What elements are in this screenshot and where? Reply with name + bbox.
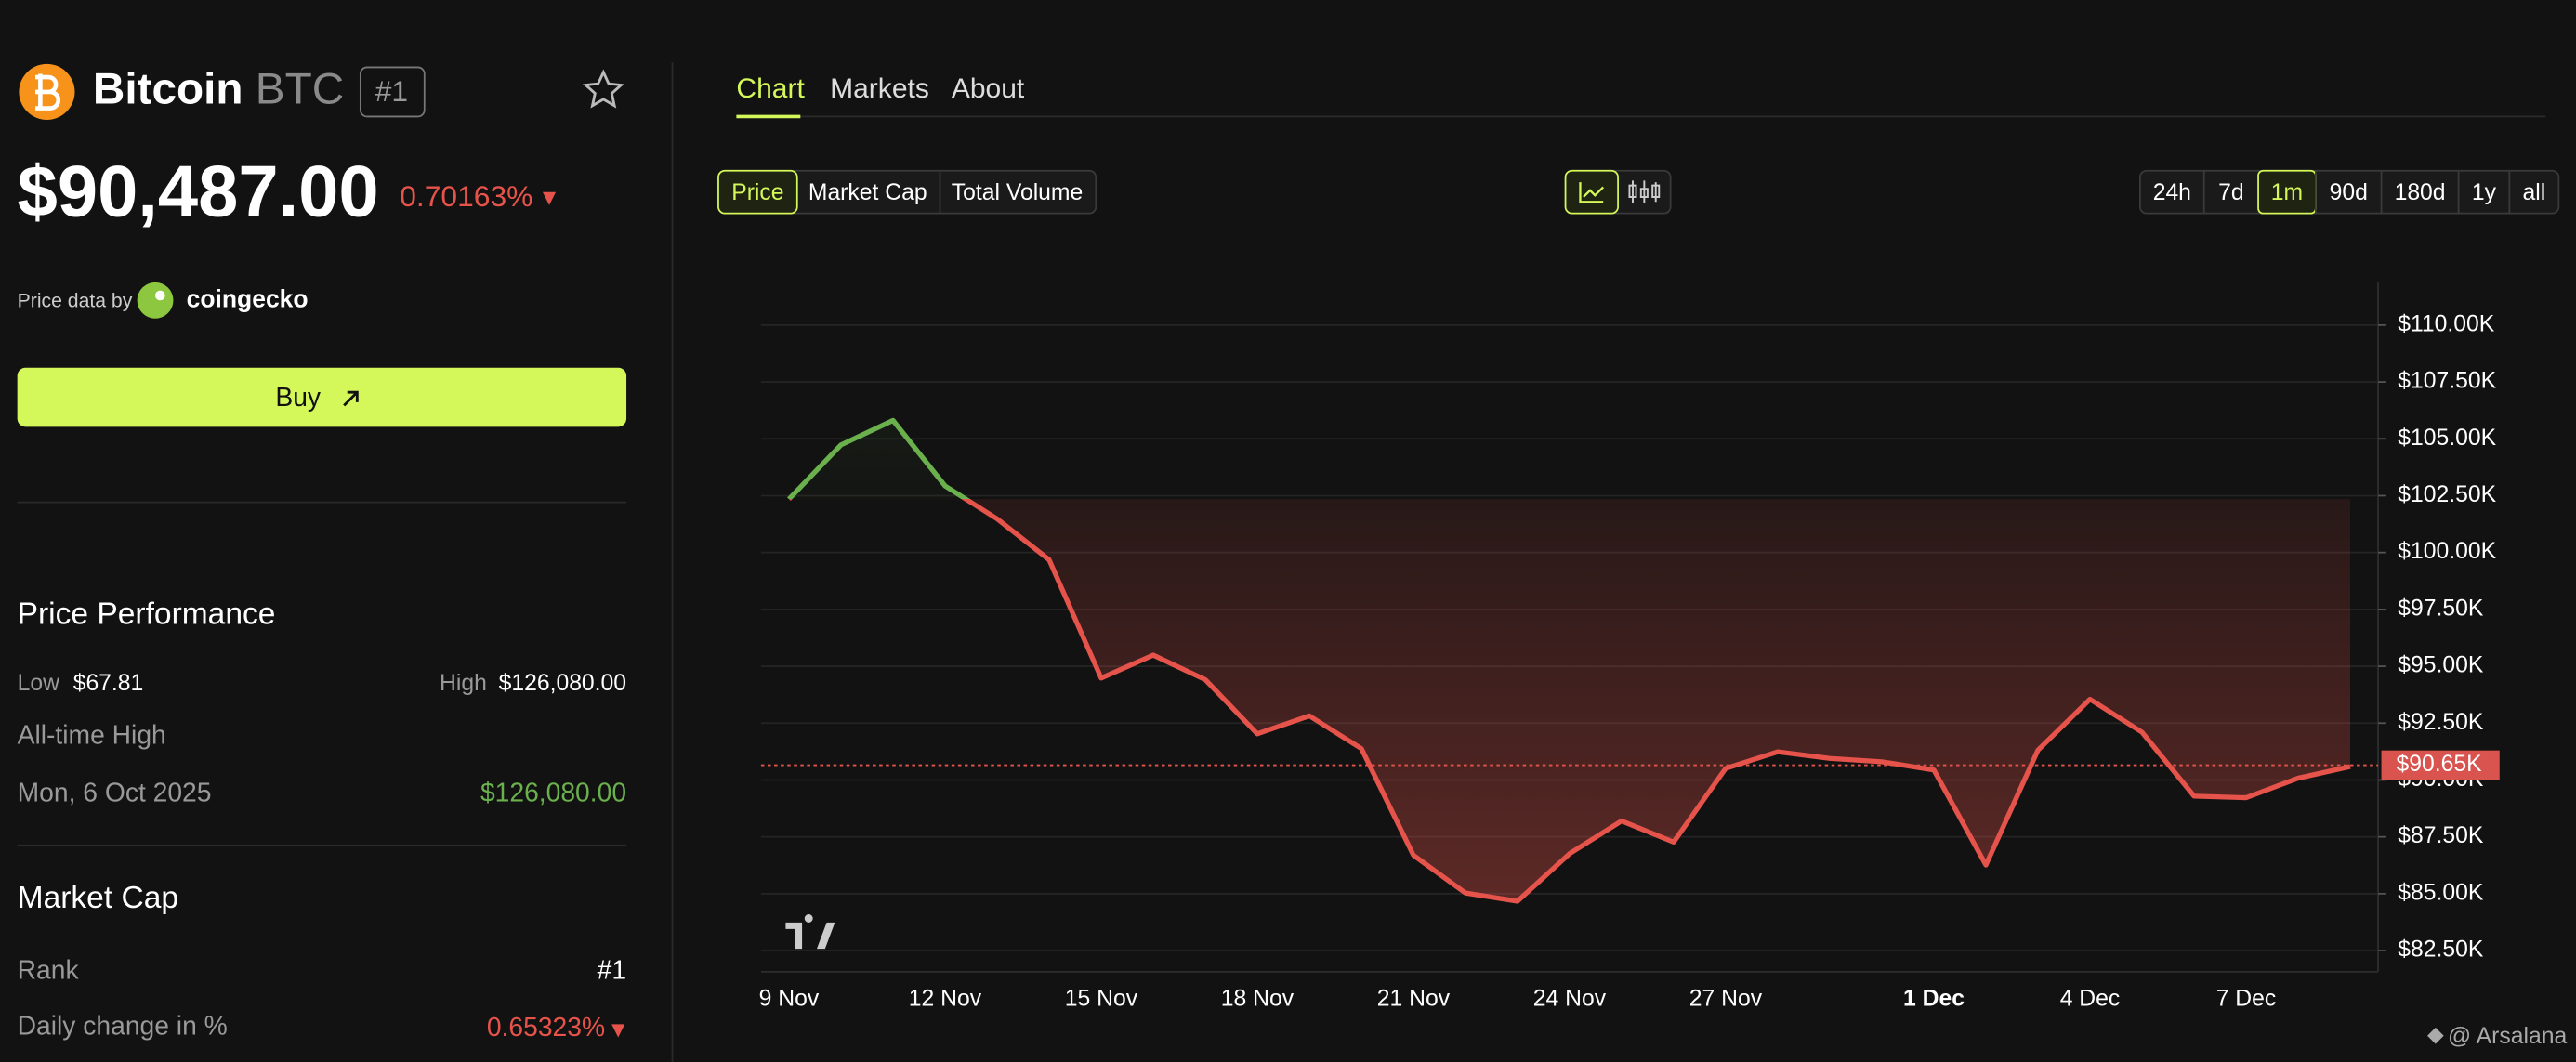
coingecko-logo	[137, 282, 174, 319]
price-area	[788, 420, 2350, 901]
range-button[interactable]: 1y	[2472, 180, 2497, 205]
tab[interactable]: About	[952, 73, 1025, 104]
y-tick-label: $95.00K	[2398, 653, 2484, 678]
price-line	[787, 417, 2351, 904]
buy-button[interactable]	[17, 367, 627, 427]
x-tick-label: 27 Nov	[1689, 986, 1763, 1011]
range-button[interactable]: 24h	[2153, 180, 2191, 205]
ath-value: $126,080.00	[480, 778, 626, 807]
x-tick-label: 18 Nov	[1221, 986, 1295, 1011]
source-prefix: Price data by	[18, 291, 133, 312]
y-tick-label: $105.00K	[2398, 426, 2496, 451]
source-name: coingecko	[187, 284, 309, 312]
daily-change-value: 0.65323%	[487, 1012, 605, 1042]
rank-badge	[359, 66, 426, 118]
ath-date: Mon, 6 Oct 2025	[18, 778, 212, 807]
x-tick-label: 1 Dec	[1903, 986, 1965, 1011]
coin-symbol: BTC	[256, 65, 344, 114]
x-tick-label: 15 Nov	[1065, 986, 1138, 1011]
y-tick-label: $92.50K	[2398, 710, 2484, 735]
price: $90,487.00	[18, 152, 379, 232]
range-group: 24h 7d 1m 90d 180d 1y all	[2138, 169, 2560, 215]
y-tick-label: $97.50K	[2398, 596, 2484, 621]
y-tick-label: $87.50K	[2398, 823, 2484, 848]
watermark: @ Arsalana	[2448, 1024, 2567, 1049]
y-tick-label: $82.50K	[2398, 937, 2484, 963]
chart: $82.50K$85.00K$87.50K$90.00K$92.50K$95.0…	[759, 282, 2500, 1011]
section-title: Market Cap	[18, 881, 178, 915]
daily-change-label: Daily change in %	[18, 1010, 228, 1040]
last-price-label: $90.65K	[2396, 752, 2482, 777]
coingecko-eye	[155, 290, 165, 301]
buy-button-text[interactable]: Buy	[275, 382, 322, 412]
metric-button-active[interactable]	[717, 169, 798, 215]
x-tick-label: 9 Nov	[759, 986, 820, 1011]
y-tick-label: $110.00K	[2398, 311, 2495, 336]
range-button[interactable]: 180d	[2395, 180, 2446, 205]
y-tick-label: $85.00K	[2398, 880, 2484, 905]
rank-label: Rank	[18, 954, 80, 984]
favorite-star[interactable]	[582, 69, 624, 109]
x-tick-label: 24 Nov	[1533, 986, 1607, 1011]
range-button[interactable]: 90d	[2330, 180, 2368, 205]
metric-button[interactable]: Total Volume	[952, 180, 1084, 205]
line-icon	[1579, 182, 1605, 203]
candle-icon[interactable]	[1628, 180, 1661, 204]
buy-arrow	[343, 390, 359, 407]
down-arrow	[611, 1024, 625, 1038]
y-tick-label: $102.50K	[2398, 482, 2496, 507]
low-label: Low	[18, 671, 59, 696]
price-change: 0.70163%	[400, 179, 532, 213]
section-title: Price Performance	[18, 597, 276, 631]
last-price-badge	[2381, 750, 2500, 780]
range-button[interactable]: 1m	[2271, 180, 2303, 205]
tradingview-logo	[785, 914, 835, 950]
coin-glyph	[35, 73, 61, 111]
x-tick-label: 7 Dec	[2216, 986, 2277, 1011]
coin-name: Bitcoin	[93, 65, 243, 114]
high-value: $126,080.00	[499, 671, 626, 696]
ath-label: All-time High	[18, 720, 166, 750]
tab[interactable]: Chart	[736, 73, 805, 104]
range-group-frame	[2138, 169, 2560, 215]
low-value: $67.81	[73, 671, 144, 696]
x-tick-label: 4 Dec	[2060, 986, 2121, 1011]
y-tick-label: $100.00K	[2398, 539, 2496, 564]
rank-badge-text: #1	[375, 74, 408, 108]
down-arrow	[542, 191, 557, 205]
tab[interactable]: Markets	[830, 73, 929, 104]
x-tick-label: 12 Nov	[909, 986, 982, 1011]
metric-button[interactable]: Price	[731, 180, 783, 205]
y-tick-label: $107.50K	[2398, 369, 2496, 394]
metric-button[interactable]: Market Cap	[808, 180, 927, 205]
high-label: High	[440, 671, 487, 696]
range-button[interactable]: 7d	[2218, 180, 2244, 205]
range-button[interactable]: all	[2522, 180, 2545, 205]
x-tick-label: 21 Nov	[1377, 986, 1451, 1011]
rank-value: #1	[598, 954, 626, 984]
